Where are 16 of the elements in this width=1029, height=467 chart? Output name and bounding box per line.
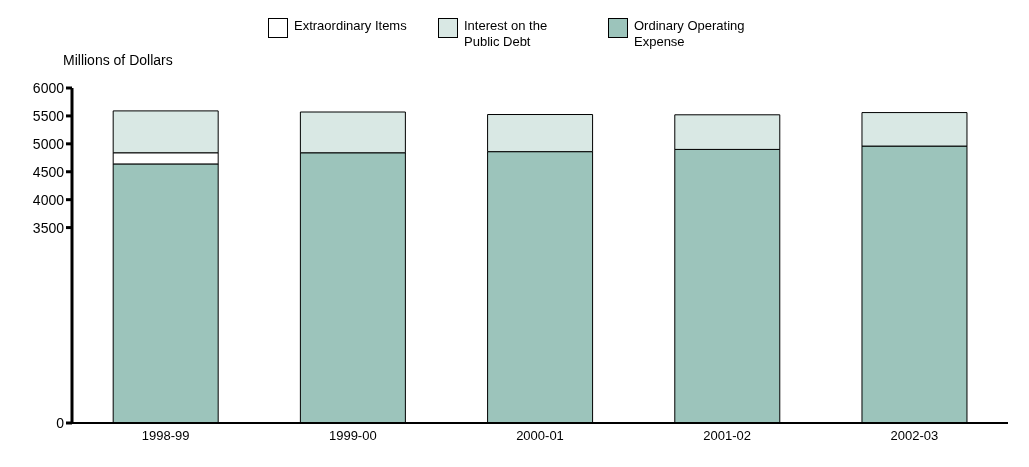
x-tick-label: 1998-99 <box>141 428 190 444</box>
y-axis-title: Millions of Dollars <box>63 52 173 68</box>
x-tick-label: 1999-00 <box>328 428 377 444</box>
y-tick-label: 5000 <box>32 135 65 152</box>
x-tick-label: 2001-02 <box>703 428 752 444</box>
y-tick-label: 4000 <box>32 191 65 208</box>
x-tick-label: 2000-01 <box>516 428 564 444</box>
y-tick-label: 5500 <box>32 107 65 124</box>
legend-label: Interest on the Public Debt <box>464 18 549 50</box>
legend-label: Extraordinary Items <box>294 18 407 34</box>
y-tick-label: 6000 <box>32 79 65 96</box>
x-tick-label: 2002-03 <box>890 428 939 444</box>
y-tick-label: 4500 <box>32 163 65 180</box>
legend-label: Ordinary Operating Expense <box>634 18 746 50</box>
y-tick-label: 0 <box>56 414 65 431</box>
y-tick-label: 3500 <box>32 219 65 236</box>
